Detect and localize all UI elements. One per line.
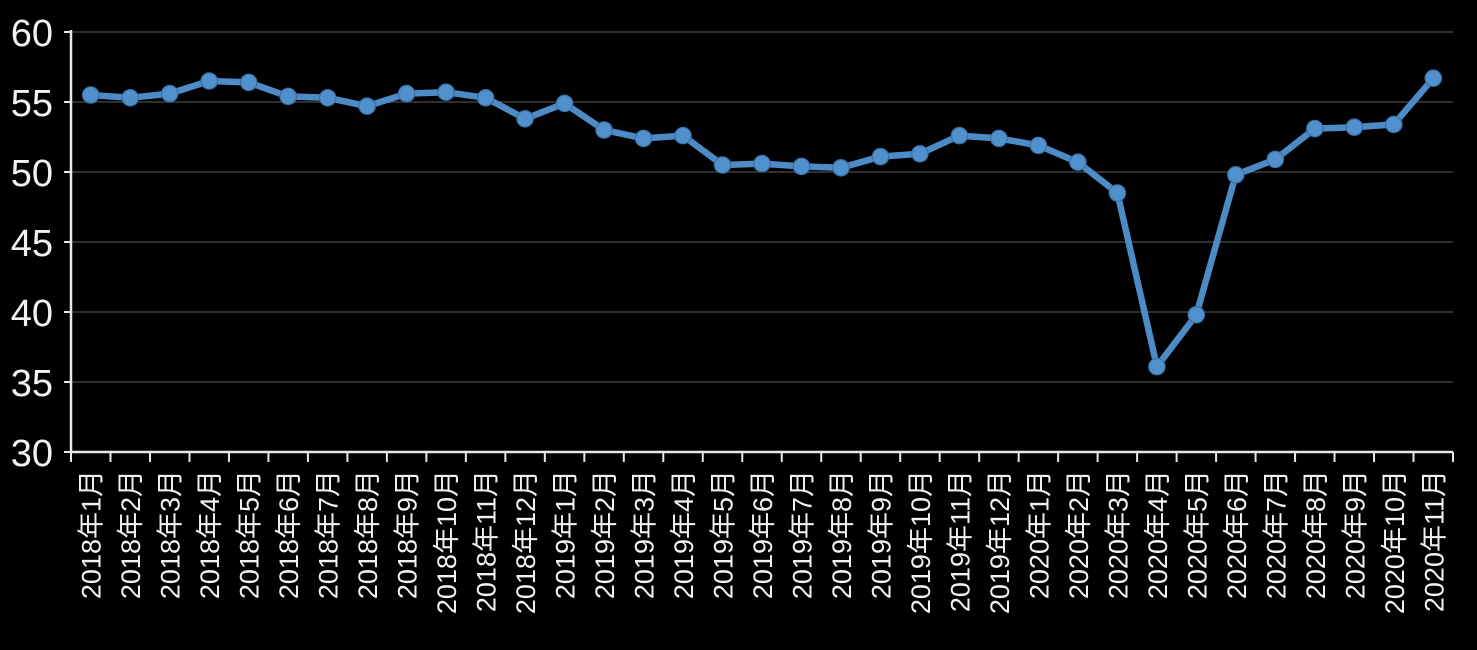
data-point-marker [1345, 118, 1364, 136]
x-axis-label: 2018年1月 [77, 470, 107, 599]
data-point-marker [1266, 150, 1285, 169]
x-axis-label: 2018年12月 [511, 470, 541, 614]
data-point-marker [753, 154, 771, 173]
data-point-marker [1187, 305, 1206, 324]
x-axis-label: 2020年2月 [1064, 470, 1094, 599]
x-axis-label: 2018年3月 [156, 470, 186, 599]
data-point-marker [200, 72, 218, 90]
y-axis-label: 35 [11, 363, 53, 405]
data-point-marker [792, 157, 811, 176]
x-axis-label: 2018年9月 [393, 470, 423, 599]
data-point-marker [674, 126, 692, 145]
data-point-marker [358, 97, 376, 115]
data-point-marker [160, 84, 179, 103]
x-axis-label: 2018年11月 [472, 470, 502, 612]
data-point-marker [437, 83, 455, 101]
data-point-marker [634, 129, 653, 148]
x-axis-label: 2019年7月 [787, 470, 817, 599]
x-axis-label: 2019年10月 [906, 470, 936, 614]
x-axis-label: 2020年4月 [1143, 470, 1173, 599]
series-line [87, 74, 1437, 370]
x-axis-label: 2019年1月 [551, 470, 581, 599]
data-point-marker [397, 84, 416, 103]
data-point-marker [318, 89, 337, 107]
data-point-marker [713, 156, 732, 174]
data-point-marker [871, 147, 890, 166]
x-axis-label: 2020年3月 [1103, 470, 1133, 599]
x-axis-label: 2018年2月 [116, 470, 146, 599]
x-axis-label: 2020年1月 [1024, 470, 1054, 599]
y-axis-tick-labels: 30 35 40 45 50 55 60 [11, 13, 53, 475]
data-point-marker [595, 121, 613, 139]
data-point-marker [950, 126, 969, 145]
data-point-marker [121, 89, 139, 107]
y-axis-label: 40 [11, 293, 53, 335]
x-axis-label: 2019年2月 [590, 470, 620, 599]
x-axis-label: 2020年5月 [1182, 470, 1212, 599]
axes [64, 30, 1454, 462]
data-point-marker [911, 145, 929, 163]
y-axis-label: 45 [11, 223, 53, 265]
x-axis-label: 2019年4月 [669, 470, 699, 599]
data-point-marker [1029, 136, 1048, 155]
data-point-marker [476, 89, 495, 107]
x-axis-label: 2020年11月 [1419, 470, 1449, 612]
gridlines [71, 31, 1453, 383]
data-point-marker [1108, 184, 1127, 202]
y-axis-label: 55 [11, 83, 53, 125]
x-axis-label: 2018年4月 [195, 470, 225, 599]
x-axis-label: 2018年6月 [274, 470, 304, 599]
data-point-marker [1424, 69, 1443, 87]
data-point-marker [81, 86, 100, 104]
data-point-marker [1306, 119, 1324, 138]
x-axis-label: 2020年9月 [1340, 470, 1370, 599]
x-axis-label: 2019年11月 [945, 470, 975, 612]
y-axis-label: 30 [11, 433, 53, 475]
x-axis-label: 2018年8月 [353, 470, 383, 599]
data-point-marker [1148, 357, 1166, 376]
data-point-marker [990, 129, 1008, 148]
x-axis-label: 2018年7月 [314, 470, 344, 599]
data-point-marker [1069, 153, 1087, 171]
x-axis-label: 2019年9月 [866, 470, 896, 599]
x-axis-label: 2019年3月 [630, 470, 660, 599]
y-axis-label: 50 [11, 153, 53, 195]
data-point-marker [832, 159, 850, 177]
y-axis-label: 60 [11, 13, 53, 55]
x-axis-label: 2018年5月 [235, 470, 265, 599]
x-axis-label: 2019年8月 [827, 470, 857, 599]
x-axis-label: 2020年8月 [1301, 470, 1331, 599]
x-axis-label: 2020年6月 [1222, 470, 1252, 599]
x-axis-label: 2020年10月 [1380, 470, 1410, 614]
x-axis-tick-labels: 2018年1月 2018年2月 2018年3月 2018年4月 2018年5月 2018年… [77, 470, 1450, 614]
data-series [81, 69, 1443, 376]
x-axis-label: 2019年12月 [985, 470, 1015, 614]
data-point-marker [1385, 115, 1403, 134]
x-axis-label: 2020年7月 [1261, 470, 1291, 599]
data-point-marker [516, 110, 534, 128]
data-point-marker [555, 94, 574, 113]
x-axis-label: 2018年10月 [432, 470, 462, 614]
data-point-marker [1227, 166, 1245, 184]
x-axis-label: 2019年5月 [709, 470, 739, 599]
data-point-marker [239, 73, 258, 92]
x-axis-label: 2019年6月 [748, 470, 778, 599]
data-point-marker [279, 87, 297, 106]
